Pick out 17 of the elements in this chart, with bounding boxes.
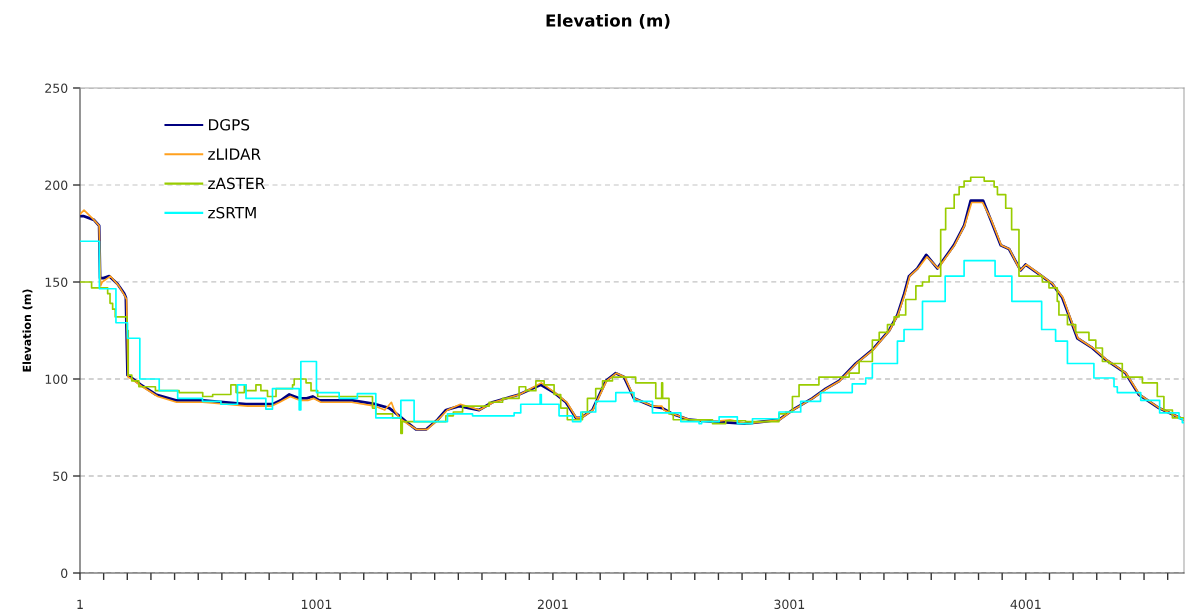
y-tick-label: 200 [45,180,68,190]
legend-label: zLIDAR [208,148,261,160]
chart-title: Elevation (m) [546,13,670,29]
legend-label: zASTER [208,177,265,190]
x-tick-label: 3001 [774,599,805,609]
y-tick-label: 50 [53,471,68,481]
y-tick-label: 150 [45,277,68,287]
x-tick-label: 1001 [301,599,332,609]
legend-label: zSRTM [208,206,256,219]
x-tick-label: 4001 [1010,599,1041,609]
x-tick-label: 2001 [537,599,568,609]
y-axis-title: Elevation (m) [22,289,33,372]
y-tick-label: 0 [61,568,68,578]
legend-label: DGPS [209,118,250,131]
y-tick-label: 100 [45,374,68,384]
x-tick-label: 1 [77,599,83,609]
y-tick-label: 250 [45,83,68,93]
